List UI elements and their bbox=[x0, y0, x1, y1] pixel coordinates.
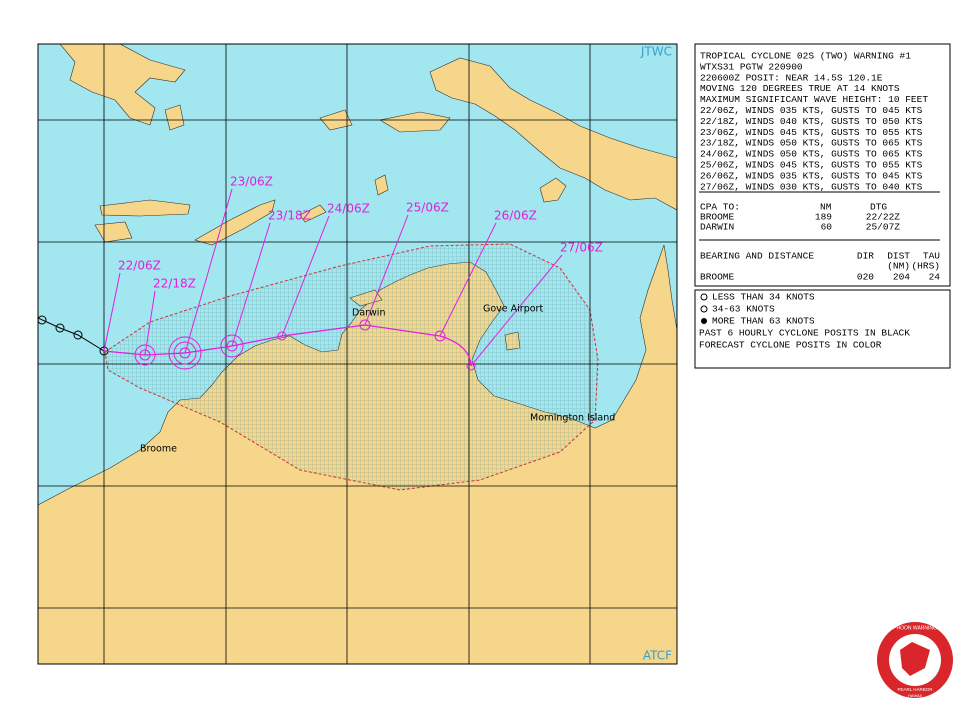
warning-line: 22/06Z, WINDS 035 KTS, GUSTS TO 045 KTS bbox=[700, 105, 923, 116]
bearing-subheader: (NM) bbox=[887, 261, 910, 272]
warning-line: 27/06Z, WINDS 030 KTS, GUSTS TO 040 KTS bbox=[700, 181, 923, 192]
forecast-label: 24/06Z bbox=[327, 202, 370, 216]
cpa-cell: 22/22Z bbox=[866, 212, 901, 223]
legend-symbol bbox=[701, 318, 707, 324]
bearing-cell: 020 bbox=[857, 272, 874, 283]
land-buton bbox=[164, 104, 185, 131]
legend-symbol bbox=[700, 305, 708, 313]
warning-line: TROPICAL CYCLONE 02S (TWO) WARNING #1 bbox=[700, 51, 911, 62]
cpa-cell: 189 bbox=[815, 212, 832, 223]
legend-text: MORE THAN 63 KNOTS bbox=[712, 316, 815, 327]
logo-text: JOINT TYPHOON WARNING CENTER bbox=[871, 625, 959, 631]
cpa-cell: 25/07Z bbox=[866, 222, 901, 233]
place-label: Mornington Island bbox=[530, 413, 615, 424]
leader-line bbox=[439, 222, 497, 337]
warning-line: 25/06Z, WINDS 045 KTS, GUSTS TO 055 KTS bbox=[700, 160, 923, 171]
legend-text: PAST 6 HOURLY CYCLONE POSITS IN BLACK bbox=[699, 328, 910, 339]
warning-line: 24/06Z, WINDS 050 KTS, GUSTS TO 065 KTS bbox=[700, 149, 923, 160]
label-leaders bbox=[103, 188, 563, 367]
legend-box bbox=[694, 289, 951, 369]
leader-line bbox=[281, 215, 330, 337]
bearing-header: TAU bbox=[923, 251, 940, 262]
legend-text: 34-63 KNOTS bbox=[712, 304, 775, 315]
place-label: Darwin bbox=[352, 308, 385, 319]
leader-line bbox=[144, 290, 156, 356]
forecast-label: 27/06Z bbox=[560, 241, 603, 255]
warning-line: MOVING 120 DEGREES TRUE AT 14 KNOTS bbox=[700, 83, 900, 94]
jtwc-logo: JOINT TYPHOON WARNING CENTER PEARL HARBO… bbox=[871, 622, 959, 698]
leader-line bbox=[364, 214, 409, 326]
legend-symbol bbox=[700, 293, 708, 301]
leader-line bbox=[184, 188, 233, 354]
map-frame bbox=[37, 43, 678, 665]
bearing-header: DIR bbox=[857, 251, 874, 262]
past-posits bbox=[38, 315, 109, 356]
forecast-label: 22/06Z bbox=[118, 259, 161, 273]
forecast-posits bbox=[134, 319, 476, 371]
bearing-header: BEARING AND DISTANCE bbox=[700, 251, 814, 262]
land-sulawesi bbox=[59, 44, 186, 126]
leader-line bbox=[470, 254, 563, 367]
warning-line: 22/18Z, WINDS 040 KTS, GUSTS TO 050 KTS bbox=[700, 116, 923, 127]
land-flores bbox=[99, 199, 191, 217]
cpa-header: NM bbox=[820, 202, 832, 213]
bearing-cell: BROOME bbox=[700, 272, 735, 283]
forecast-label: 23/06Z bbox=[230, 175, 273, 189]
forecast-label: 25/06Z bbox=[406, 201, 449, 215]
agency-label: ATCF bbox=[643, 649, 672, 663]
land-new-guinea bbox=[429, 57, 677, 211]
wind-radius-area bbox=[104, 243, 599, 491]
legend-text: LESS THAN 34 KNOTS bbox=[712, 292, 815, 303]
past-track bbox=[38, 317, 105, 352]
land-seram bbox=[379, 111, 451, 133]
land-aru bbox=[539, 177, 567, 203]
land-small-island bbox=[374, 174, 389, 196]
forecast-label: 23/18Z bbox=[268, 209, 311, 223]
cpa-header: DTG bbox=[870, 202, 887, 213]
warning-line: 220600Z POSIT: NEAR 14.5S 120.1E bbox=[700, 72, 883, 83]
warning-line: 23/18Z, WINDS 050 KTS, GUSTS TO 065 KTS bbox=[700, 138, 923, 149]
warning-line: MAXIMUM SIGNIFICANT WAVE HEIGHT: 10 FEET bbox=[700, 94, 928, 105]
forecast-label: 22/18Z bbox=[153, 277, 196, 291]
bearing-cell: 24 bbox=[929, 272, 941, 283]
leader-line bbox=[103, 272, 121, 352]
logo-text: PEARL HARBOR bbox=[897, 687, 933, 692]
bearing-subheader: (HRS) bbox=[911, 261, 940, 272]
warning-line: WTXS31 PGTW 220900 bbox=[700, 61, 803, 72]
land-tanimbar bbox=[299, 204, 327, 223]
place-label: Gove Airport bbox=[483, 304, 543, 315]
bearing-cell: 204 bbox=[893, 272, 910, 283]
map: 22/06Z 22/18Z 23/06Z 23/18Z 24/06Z 25/06Z 26/0… bbox=[38, 44, 677, 664]
cpa-header: CPA TO: bbox=[700, 202, 740, 213]
warning-line: 26/06Z, WINDS 035 KTS, GUSTS TO 045 KTS bbox=[700, 170, 923, 181]
legend-text: FORECAST CYCLONE POSITS IN COLOR bbox=[699, 340, 882, 351]
warning-line: 23/06Z, WINDS 045 KTS, GUSTS TO 055 KTS bbox=[700, 127, 923, 138]
cpa-cell: 60 bbox=[821, 222, 833, 233]
forecast-label: 26/06Z bbox=[494, 209, 537, 223]
agency-label: JTWC bbox=[640, 45, 672, 59]
place-label: Broome bbox=[140, 444, 177, 455]
logo-text: HAWAII bbox=[908, 693, 922, 698]
warning-box bbox=[694, 43, 951, 287]
forecast-track bbox=[103, 324, 472, 367]
leader-line bbox=[231, 222, 271, 347]
graticule bbox=[38, 44, 677, 664]
cpa-cell: DARWIN bbox=[700, 222, 734, 233]
cpa-cell: BROOME bbox=[700, 212, 735, 223]
bearing-header: DIST bbox=[887, 251, 910, 262]
